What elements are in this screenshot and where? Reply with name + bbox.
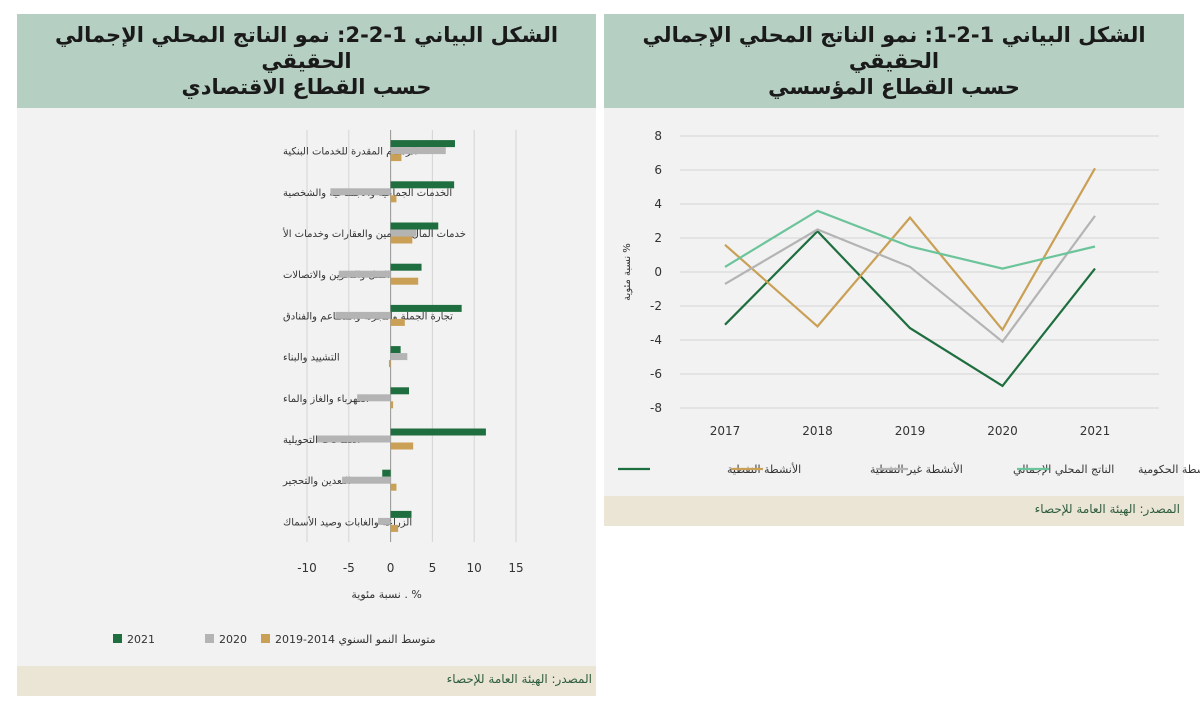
bar-متوسط النمو السنوي 2014-2019: [390, 483, 397, 491]
bar-2021: [390, 263, 422, 271]
bar-2021: [390, 181, 455, 189]
x-axis-label: نسبة مئوية . %: [351, 588, 421, 601]
x-tick-label: 0: [387, 561, 395, 575]
right-title-line-3: حسب القطاع المؤسسي: [768, 75, 1020, 99]
left-source-bar: المصدر: الهيئة العامة للإحصاء: [17, 666, 596, 696]
category-label: الكهرباء والغاز والماء: [283, 394, 369, 405]
x-tick-label: 2018: [802, 424, 833, 438]
left-title-line-1: الشكل البياني 1-2-2: نمو الناتج المحلي ا…: [54, 23, 559, 47]
left-title-line-3: حسب القطاع الاقتصادي: [181, 75, 432, 99]
bar-2020: [378, 517, 391, 525]
legend-swatch: [261, 634, 270, 643]
category-label: النقل والتخزين والاتصالات: [283, 270, 390, 281]
bar-2021: [390, 428, 486, 436]
right-chart-title: الشكل البياني 1-2-1: نمو الناتج المحلي ا…: [604, 14, 1184, 108]
bar-2021: [390, 304, 462, 312]
y-axis-label: نسبة مئوية %: [622, 243, 633, 301]
bar-متوسط النمو السنوي 2014-2019: [390, 318, 405, 326]
bar-2021: [390, 510, 412, 518]
bar-2020: [330, 188, 391, 196]
category-label: التعدين والتحجير: [282, 476, 351, 487]
x-tick-label: -10: [297, 561, 317, 575]
bar-متوسط النمو السنوي 2014-2019: [390, 154, 402, 162]
bar-2020: [342, 476, 391, 484]
legend-label: 2020: [219, 633, 247, 646]
line-chart: -8 -6 -4 -2 0 2 4 6 8 2017 2018 2019 2020 2021 نسبة مئ…: [618, 129, 1200, 476]
left-source-text: المصدر: الهيئة العامة للإحصاء: [446, 672, 592, 686]
bar-متوسط النمو السنوي 2014-2019: [390, 524, 399, 532]
category-label: التشييد والبناء: [283, 353, 340, 364]
x-tick-label: -5: [343, 561, 355, 575]
legend-label: 2021: [127, 633, 155, 646]
category-label: خدمات المال والتأمين والعقارات وخدمات ال…: [282, 226, 466, 240]
bar-2020: [390, 229, 417, 237]
x-tick-label: 2020: [987, 424, 1018, 438]
y-tick-label: 8: [654, 129, 662, 143]
bar-متوسط النمو السنوي 2014-2019: [390, 236, 413, 244]
bar-متوسط النمو السنوي 2014-2019: [388, 360, 391, 368]
right-title-line-1: الشكل البياني 1-2-1: نمو الناتج المحلي ا…: [642, 23, 1146, 47]
bar-متوسط النمو السنوي 2014-2019: [390, 277, 419, 285]
bar-متوسط النمو السنوي 2014-2019: [390, 195, 397, 203]
left-title-line-2: الحقيقي: [261, 49, 352, 73]
y-tick-label: 0: [654, 265, 662, 279]
bar-2021: [390, 140, 455, 148]
left-chart-panel: الشكل البياني 1-2-2: نمو الناتج المحلي ا…: [17, 14, 596, 696]
legend-swatch: [113, 634, 122, 643]
y-tick-label: -4: [650, 333, 662, 347]
legend-label: متوسط النمو السنوي 2014-2019: [275, 633, 436, 646]
bar-2021: [390, 346, 401, 354]
right-title-line-2: الحقيقي: [848, 49, 940, 73]
x-tick-label: 2019: [895, 424, 926, 438]
y-tick-label: -8: [650, 401, 662, 415]
legend-label: الأنشطة الحكومية: [1138, 462, 1200, 476]
y-tick-label: -6: [650, 367, 662, 381]
legend-label: الأنشطة غير النفطية: [870, 462, 963, 476]
bar-2021: [390, 222, 439, 230]
y-tick-label: 2: [654, 231, 662, 245]
bar-2020: [390, 147, 446, 155]
legend-swatch: [205, 634, 214, 643]
bar-chart: -10 -5 0 5 10 15 الرسوم المقدرة للخدمات البنكي…: [113, 130, 524, 646]
y-tick-label: -2: [650, 299, 662, 313]
bar-2020: [338, 270, 391, 278]
bar-2020: [357, 394, 391, 402]
x-tick-label: 15: [508, 561, 523, 575]
bar-2021: [382, 469, 391, 477]
right-source-text: المصدر: الهيئة العامة للإحصاء: [1034, 502, 1180, 516]
x-tick-label: 5: [429, 561, 437, 575]
bar-2021: [390, 387, 409, 395]
series-line-الأنشطة النفطية: [724, 229, 1096, 388]
x-tick-label: 2021: [1080, 424, 1111, 438]
bar-متوسط النمو السنوي 2014-2019: [390, 442, 414, 450]
left-chart-title: الشكل البياني 1-2-2: نمو الناتج المحلي ا…: [17, 14, 596, 108]
legend-label: الناتج المحلي الإجمالي: [1013, 463, 1114, 476]
series-line-الناتج المحلي الإجمالي: [724, 215, 1096, 344]
bar-2020: [317, 435, 391, 443]
x-tick-label: 10: [467, 561, 482, 575]
bar-متوسط النمو السنوي 2014-2019: [390, 401, 394, 409]
x-tick-label: 2017: [710, 424, 741, 438]
legend-label: الأنشطة النفطية: [727, 462, 801, 476]
y-tick-label: 6: [654, 163, 662, 177]
right-chart-panel: الشكل البياني 1-2-1: نمو الناتج المحلي ا…: [604, 14, 1200, 526]
y-tick-label: 4: [654, 197, 662, 211]
series-line-الأنشطة الحكومية: [724, 209, 1096, 270]
right-source-bar: المصدر: الهيئة العامة للإحصاء: [604, 496, 1184, 526]
bar-2020: [390, 353, 408, 361]
bar-2020: [335, 311, 391, 319]
category-label: الرسوم المقدرة للخدمات البنكية: [283, 147, 417, 158]
